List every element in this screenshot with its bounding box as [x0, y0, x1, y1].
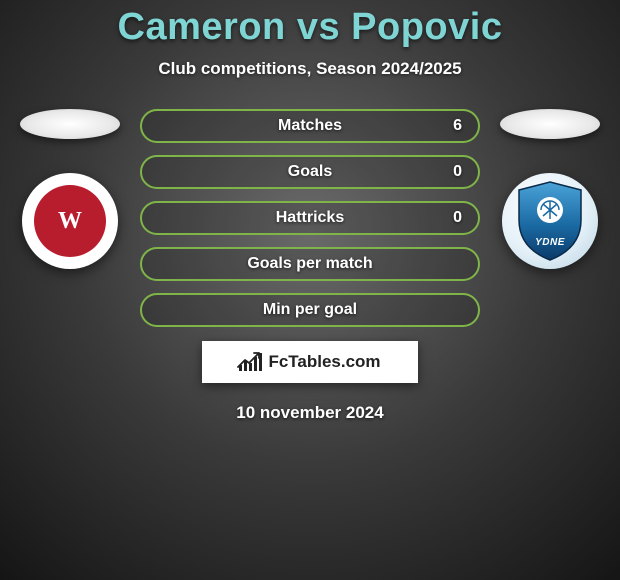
stat-row-goals-per-match: Goals per match [140, 247, 480, 281]
main-row: W Matches 6 Goals 0 Hattricks 0 [0, 109, 620, 327]
left-column: W [20, 109, 120, 269]
right-club-label: YDNE [535, 237, 565, 248]
stat-row-goals: Goals 0 [140, 155, 480, 189]
stat-row-min-per-goal: Min per goal [140, 293, 480, 327]
stat-label: Goals per match [247, 255, 372, 273]
page-title: Cameron vs Popovic [0, 6, 620, 49]
right-club-shield: YDNE [515, 180, 585, 262]
stat-right-value: 0 [453, 209, 462, 227]
left-player-avatar-placeholder [20, 109, 120, 139]
stat-label: Matches [278, 117, 342, 135]
right-player-avatar-placeholder [500, 109, 600, 139]
barchart-icon [239, 353, 262, 371]
stats-column: Matches 6 Goals 0 Hattricks 0 Goals per … [140, 109, 480, 327]
shield-icon [515, 180, 585, 262]
left-club-monogram: W [58, 208, 82, 235]
fctables-watermark: FcTables.com [202, 341, 418, 383]
stat-row-matches: Matches 6 [140, 109, 480, 143]
subtitle: Club competitions, Season 2024/2025 [0, 59, 620, 79]
stat-right-value: 6 [453, 117, 462, 135]
left-club-badge-inner: W [34, 185, 106, 257]
footer: FcTables.com 10 november 2024 [0, 341, 620, 423]
footer-date: 10 november 2024 [236, 403, 383, 423]
right-club-badge: YDNE [502, 173, 598, 269]
right-column: YDNE [500, 109, 600, 269]
content-root: Cameron vs Popovic Club competitions, Se… [0, 0, 620, 423]
stat-right-value: 0 [453, 163, 462, 181]
stat-row-hattricks: Hattricks 0 [140, 201, 480, 235]
stat-label: Min per goal [263, 301, 357, 319]
stat-label: Goals [288, 163, 332, 181]
left-club-badge: W [22, 173, 118, 269]
stat-label: Hattricks [276, 209, 344, 227]
fctables-brand-text: FcTables.com [268, 352, 380, 372]
